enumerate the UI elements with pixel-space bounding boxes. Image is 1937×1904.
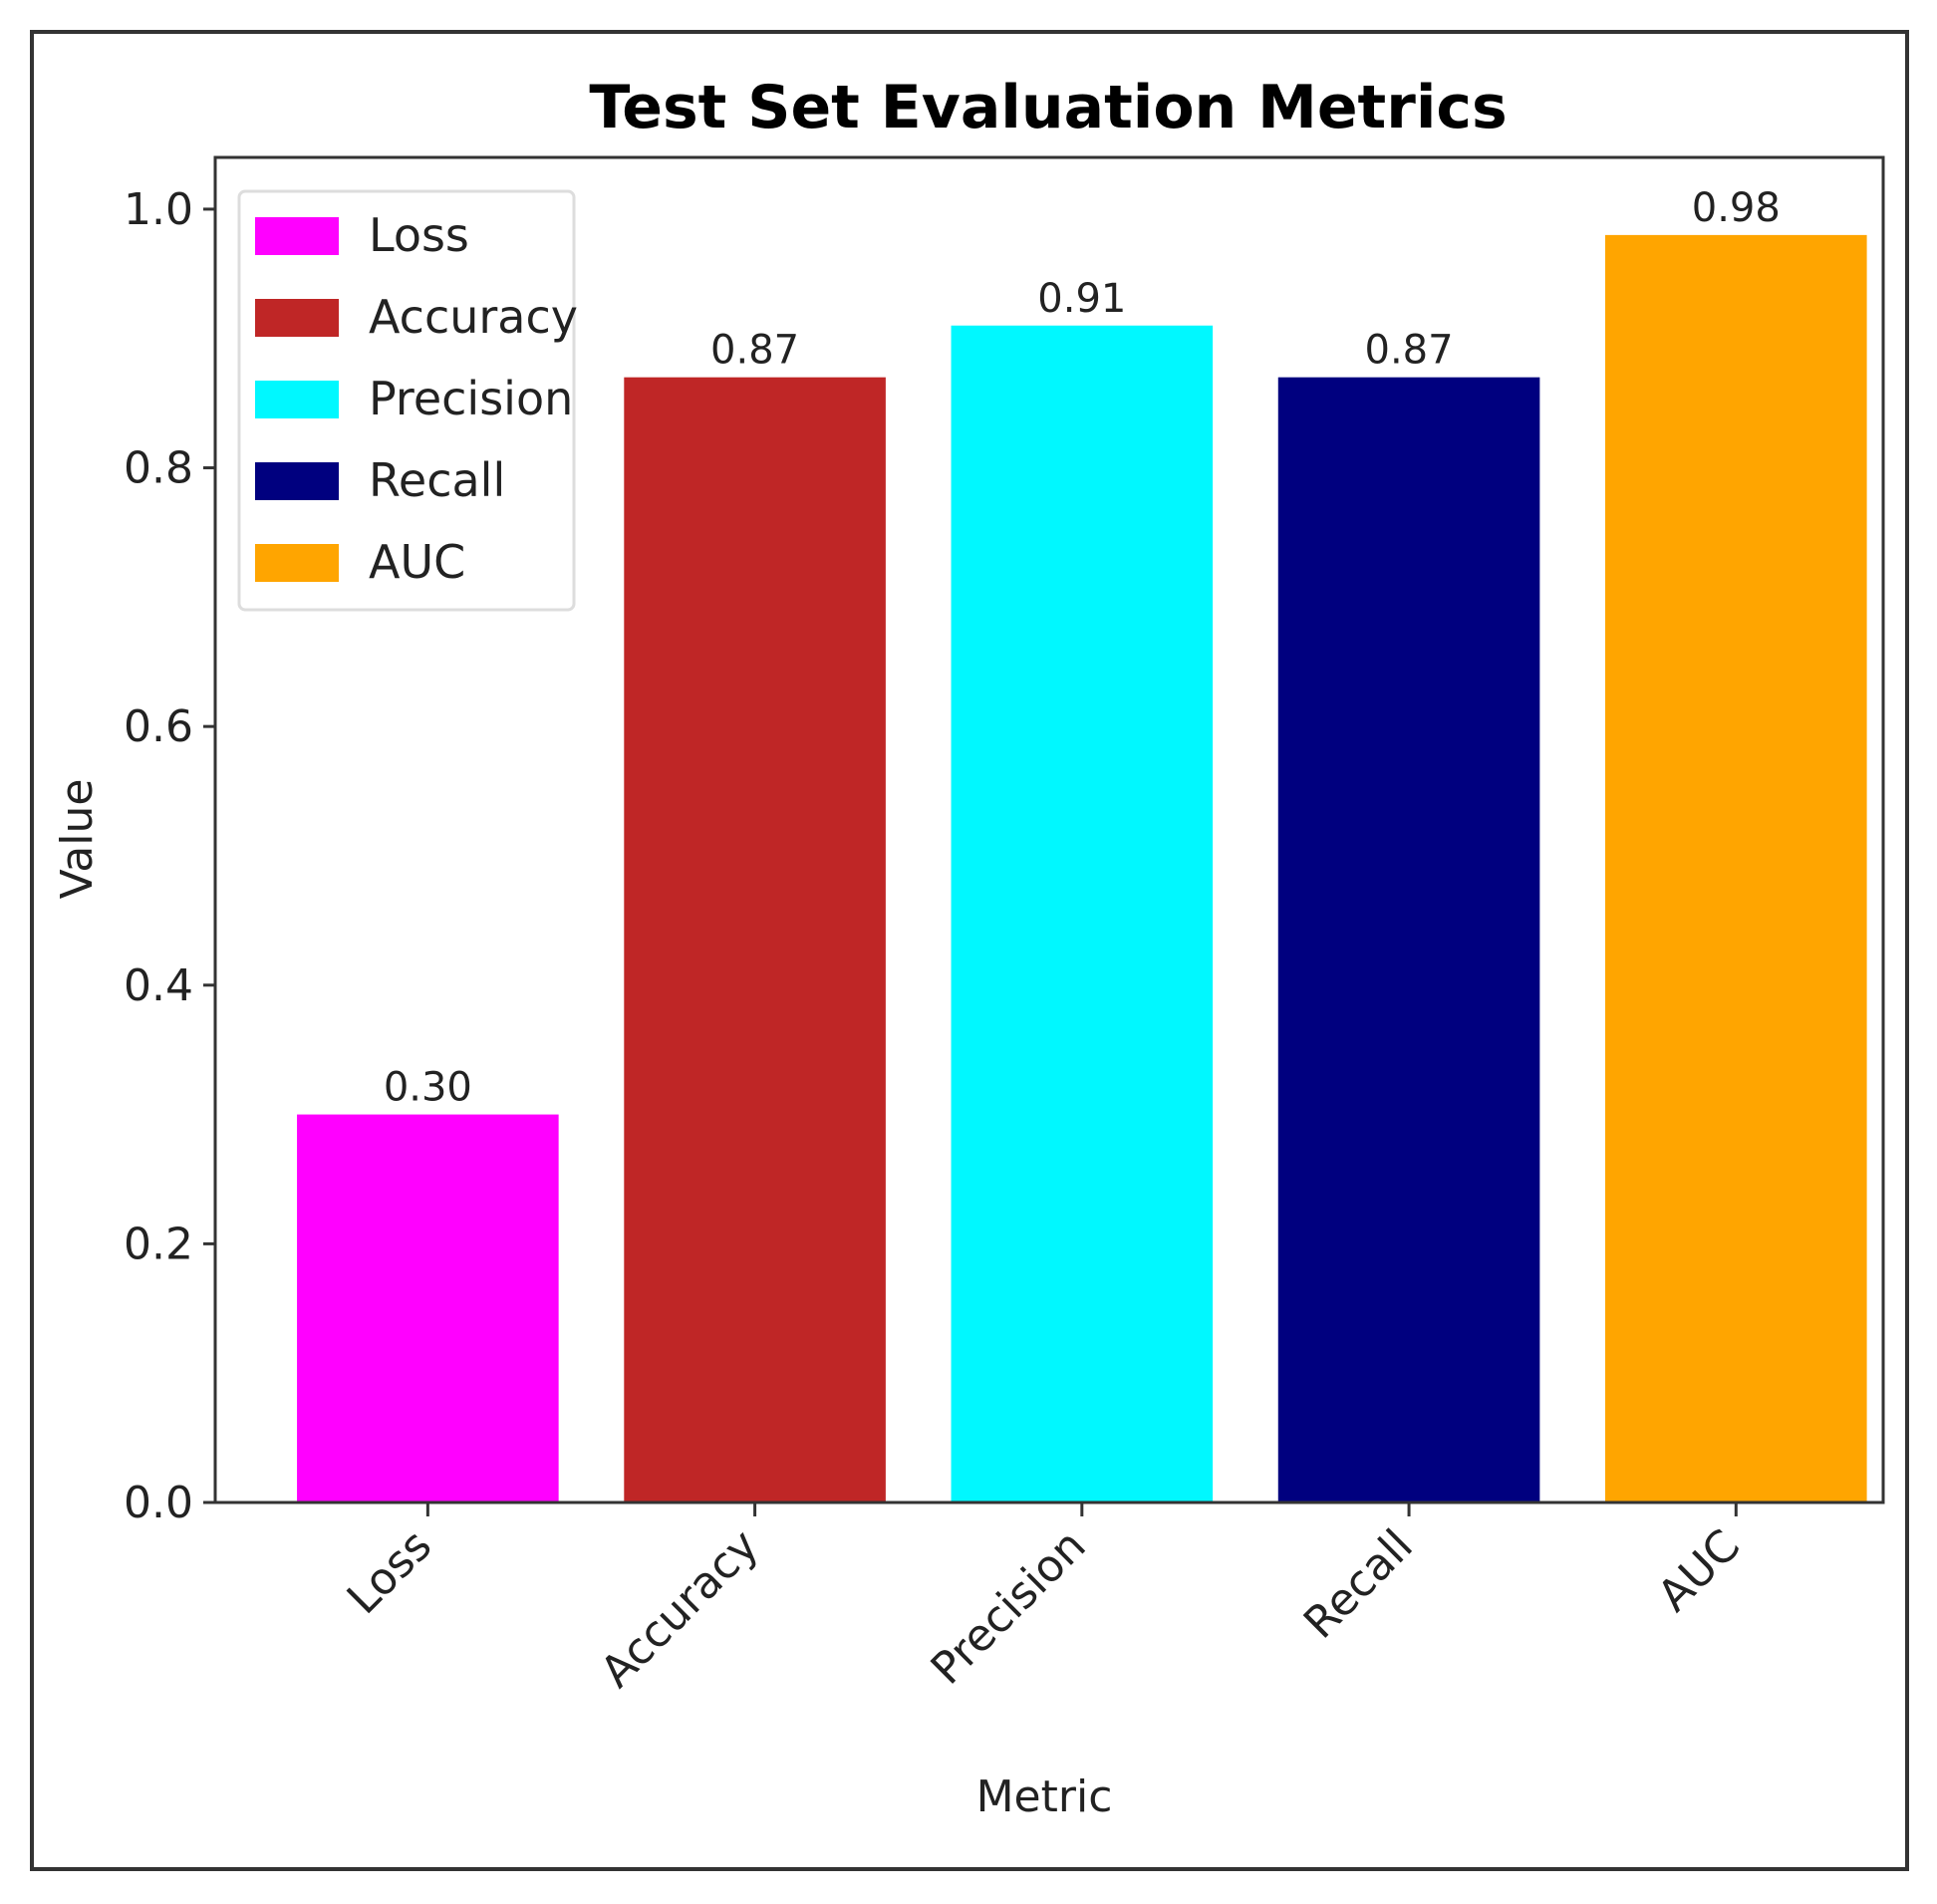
legend-label-accuracy: Accuracy — [369, 290, 578, 344]
y-tick-label: 0.0 — [124, 1478, 193, 1528]
x-tick-label-loss: Loss — [338, 1520, 441, 1624]
x-tick-label-accuracy: Accuracy — [591, 1520, 768, 1698]
data-label-auc: 0.98 — [1692, 185, 1781, 231]
legend-label-recall: Recall — [369, 453, 505, 507]
bar-accuracy — [624, 377, 886, 1502]
bar-precision — [951, 325, 1214, 1502]
x-tick-label-auc: AUC — [1648, 1520, 1750, 1622]
y-axis-label: Value — [52, 779, 103, 900]
y-tick-label: 0.8 — [124, 443, 193, 494]
legend-label-precision: Precision — [369, 372, 573, 425]
legend-box — [237, 189, 576, 612]
x-axis-label: Metric — [976, 1771, 1113, 1822]
bar-auc — [1605, 234, 1867, 1502]
data-label-precision: 0.91 — [1037, 276, 1126, 322]
data-label-accuracy: 0.87 — [710, 328, 799, 374]
legend-swatch-recall — [255, 462, 339, 500]
legend-label-auc: AUC — [369, 535, 465, 589]
y-axis: 0.0 0.2 0.4 0.6 0.8 1.0 — [124, 184, 215, 1528]
y-tick-label: 1.0 — [124, 184, 193, 235]
bar-loss — [297, 1114, 559, 1502]
x-tick-label-precision: Precision — [922, 1520, 1096, 1695]
legend-swatch-auc — [255, 544, 339, 582]
x-axis: Loss Accuracy Precision Recall AUC — [338, 1502, 1750, 1698]
axes-frame — [213, 155, 1885, 1504]
plot-area: 0.30 0.87 0.91 0.87 0.98 — [213, 155, 1885, 1504]
x-tick-label-recall: Recall — [1294, 1520, 1423, 1649]
legend: Loss Accuracy Precision Recall AUC — [237, 189, 578, 612]
legend-swatch-loss — [255, 217, 339, 255]
y-tick-label: 0.4 — [124, 960, 193, 1011]
chart-title: Test Set Evaluation Metrics — [589, 73, 1507, 142]
legend-label-loss: Loss — [369, 208, 469, 262]
legend-swatch-precision — [255, 381, 339, 418]
legend-swatch-accuracy — [255, 299, 339, 337]
y-tick-label: 0.6 — [124, 701, 193, 752]
bar-recall — [1277, 377, 1540, 1502]
data-label-recall: 0.87 — [1365, 328, 1454, 374]
data-label-loss: 0.30 — [384, 1065, 472, 1111]
y-tick-label: 0.2 — [124, 1219, 193, 1269]
